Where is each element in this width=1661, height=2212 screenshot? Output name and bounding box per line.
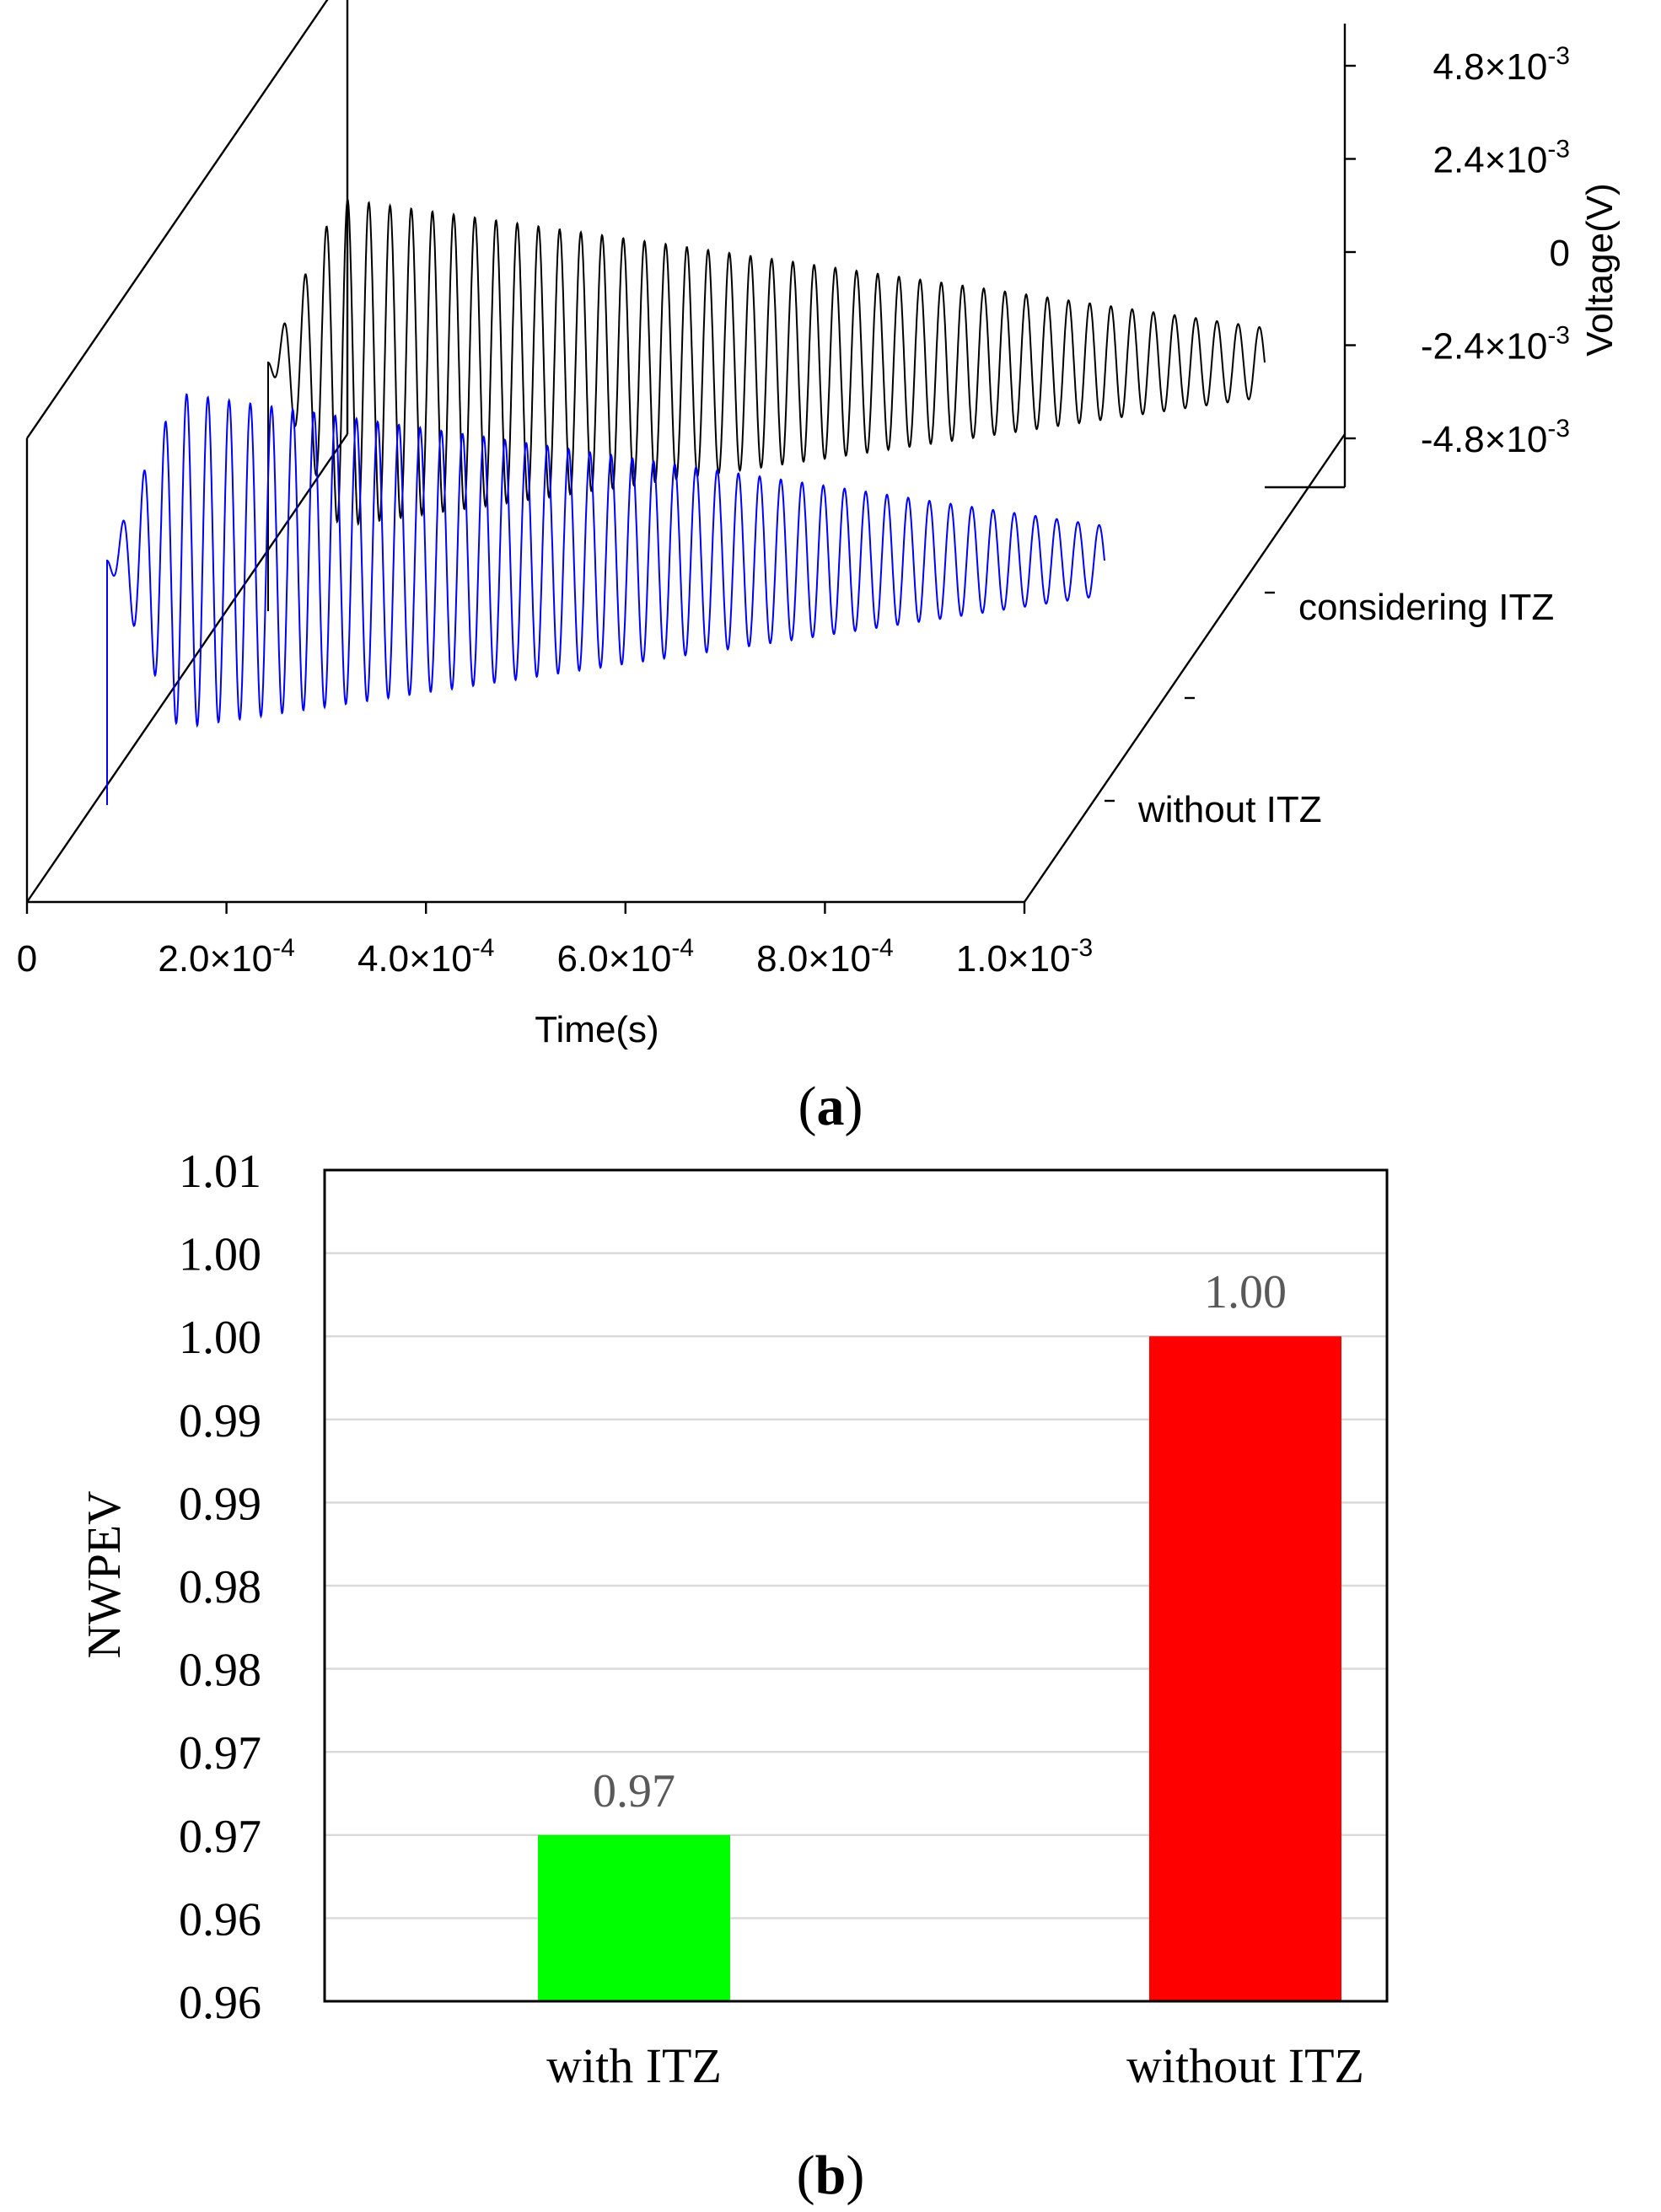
voltage-tick-label: -2.4×10-3 [1421, 322, 1570, 368]
waterfall-traces [106, 198, 1266, 805]
floor-left-edge [26, 433, 348, 903]
time-tick-exponent: -4 [272, 934, 295, 962]
without-itz-trace [106, 393, 1105, 805]
time-tick-text: 2.0×10 [158, 938, 272, 980]
nwpev-tick-label: 1.01 [179, 1146, 261, 1198]
nwpev-tick-label: 0.98 [179, 1561, 261, 1613]
voltage-tick-exponent: -3 [1547, 136, 1570, 164]
time-tick-text: 8.0×10 [756, 938, 871, 980]
time-tick-label: 8.0×10-4 [756, 934, 894, 980]
waterfall-frame [25, 0, 1347, 904]
with-itz-bar [538, 1834, 730, 2001]
nwpev-axis-title: NWPEV [78, 1490, 131, 1658]
voltage-tick-text: 4.8×10 [1433, 46, 1548, 88]
bar-category-label: without ITZ [1126, 2038, 1364, 2093]
time-tick-exponent: -4 [871, 934, 894, 962]
voltage-tick-exponent: -3 [1547, 42, 1570, 70]
voltage-tick-exponent: -3 [1547, 415, 1570, 443]
nwpev-tick-label: 0.97 [179, 1727, 261, 1780]
voltage-tick-label: 4.8×10-3 [1433, 42, 1571, 88]
voltage-tick-text: -2.4×10 [1421, 326, 1547, 368]
time-tick-exponent: -4 [671, 934, 694, 962]
time-tick-label: 2.0×10-4 [158, 934, 295, 980]
time-tick-label: 6.0×10-4 [557, 934, 695, 980]
time-axis-ticks: 0 2.0×10-4 4.0×10-4 6.0×10-4 8.0×10-4 1.0×10-… [17, 902, 1093, 980]
nwpev-tick-label: 0.97 [179, 1811, 261, 1863]
nwpev-tick-label: 0.99 [179, 1395, 261, 1447]
nwpev-tick-label: 0.96 [179, 1893, 261, 1946]
bar-chart-y-ticks: 1.01 1.00 1.00 0.99 0.99 0.98 0.98 0.97 0.97 0.96… [179, 1146, 261, 2029]
bar-chart-categories: with ITZ without ITZ [546, 2038, 1364, 2093]
time-tick-text: 0 [17, 938, 37, 980]
depth-axis-line [1024, 433, 1346, 903]
time-tick-label: 4.0×10-4 [357, 934, 495, 980]
panel-b-letter: b [815, 2145, 847, 2206]
panel-a-letter: a [817, 1076, 845, 1137]
time-tick-label: 0 [17, 938, 37, 980]
voltage-axis-ticks: 4.8×10-32.4×10-30-2.4×10-3-4.8×10-3 [1345, 42, 1570, 460]
voltage-tick-label: 2.4×10-3 [1433, 136, 1571, 181]
bar-chart-bars: 0.97 1.00 [538, 1266, 1341, 2001]
without-itz-bar [1149, 1336, 1341, 2001]
voltage-axis-title: Voltage(V) [1579, 183, 1621, 356]
time-tick-exponent: -3 [1071, 934, 1094, 962]
bar-chart-frame [323, 1168, 1389, 2003]
time-tick-exponent: -4 [472, 934, 495, 962]
depth-label: considering ITZ [1298, 587, 1554, 628]
bar-category-label: with ITZ [546, 2038, 722, 2093]
nwpev-tick-label: 0.99 [179, 1478, 261, 1530]
nwpev-tick-label: 1.00 [179, 1312, 261, 1364]
time-tick-text: 1.0×10 [956, 938, 1071, 980]
voltage-tick-text: -4.8×10 [1421, 419, 1547, 460]
nwpev-tick-label: 0.96 [179, 1977, 261, 2029]
voltage-tick-exponent: -3 [1547, 322, 1570, 350]
voltage-waterfall-chart: 0 2.0×10-4 4.0×10-4 6.0×10-4 8.0×10-4 1.0×10-… [17, 0, 1621, 1137]
depth-label: without ITZ [1137, 789, 1322, 830]
nwpev-bar-chart: 0.97 1.00 1.01 1.00 1.00 0.99 0.99 0.98 0.98 0.9… [78, 1146, 1389, 2206]
voltage-tick-label: -4.8×10-3 [1421, 415, 1570, 460]
panel-a-caption: (a) [798, 1076, 863, 1137]
considering-itz-trace [267, 198, 1266, 611]
bar-value-label: 0.97 [593, 1765, 675, 1817]
time-axis-title: Time(s) [535, 1009, 658, 1050]
panel-b-caption: (b) [797, 2145, 865, 2206]
voltage-tick-text: 0 [1550, 233, 1570, 274]
time-tick-text: 6.0×10 [557, 938, 672, 980]
nwpev-tick-label: 0.98 [179, 1645, 261, 1697]
nwpev-tick-label: 1.00 [179, 1229, 261, 1281]
depth-axis-labels: considering ITZ without ITZ [1105, 587, 1554, 830]
voltage-tick-text: 2.4×10 [1433, 140, 1548, 181]
bar-chart-plot-border [323, 1168, 1389, 2003]
bar-value-label: 1.00 [1204, 1266, 1287, 1318]
top-left-edge [26, 0, 329, 439]
time-tick-label: 1.0×10-3 [956, 934, 1094, 980]
voltage-tick-label: 0 [1550, 233, 1570, 274]
time-tick-text: 4.0×10 [357, 938, 472, 980]
